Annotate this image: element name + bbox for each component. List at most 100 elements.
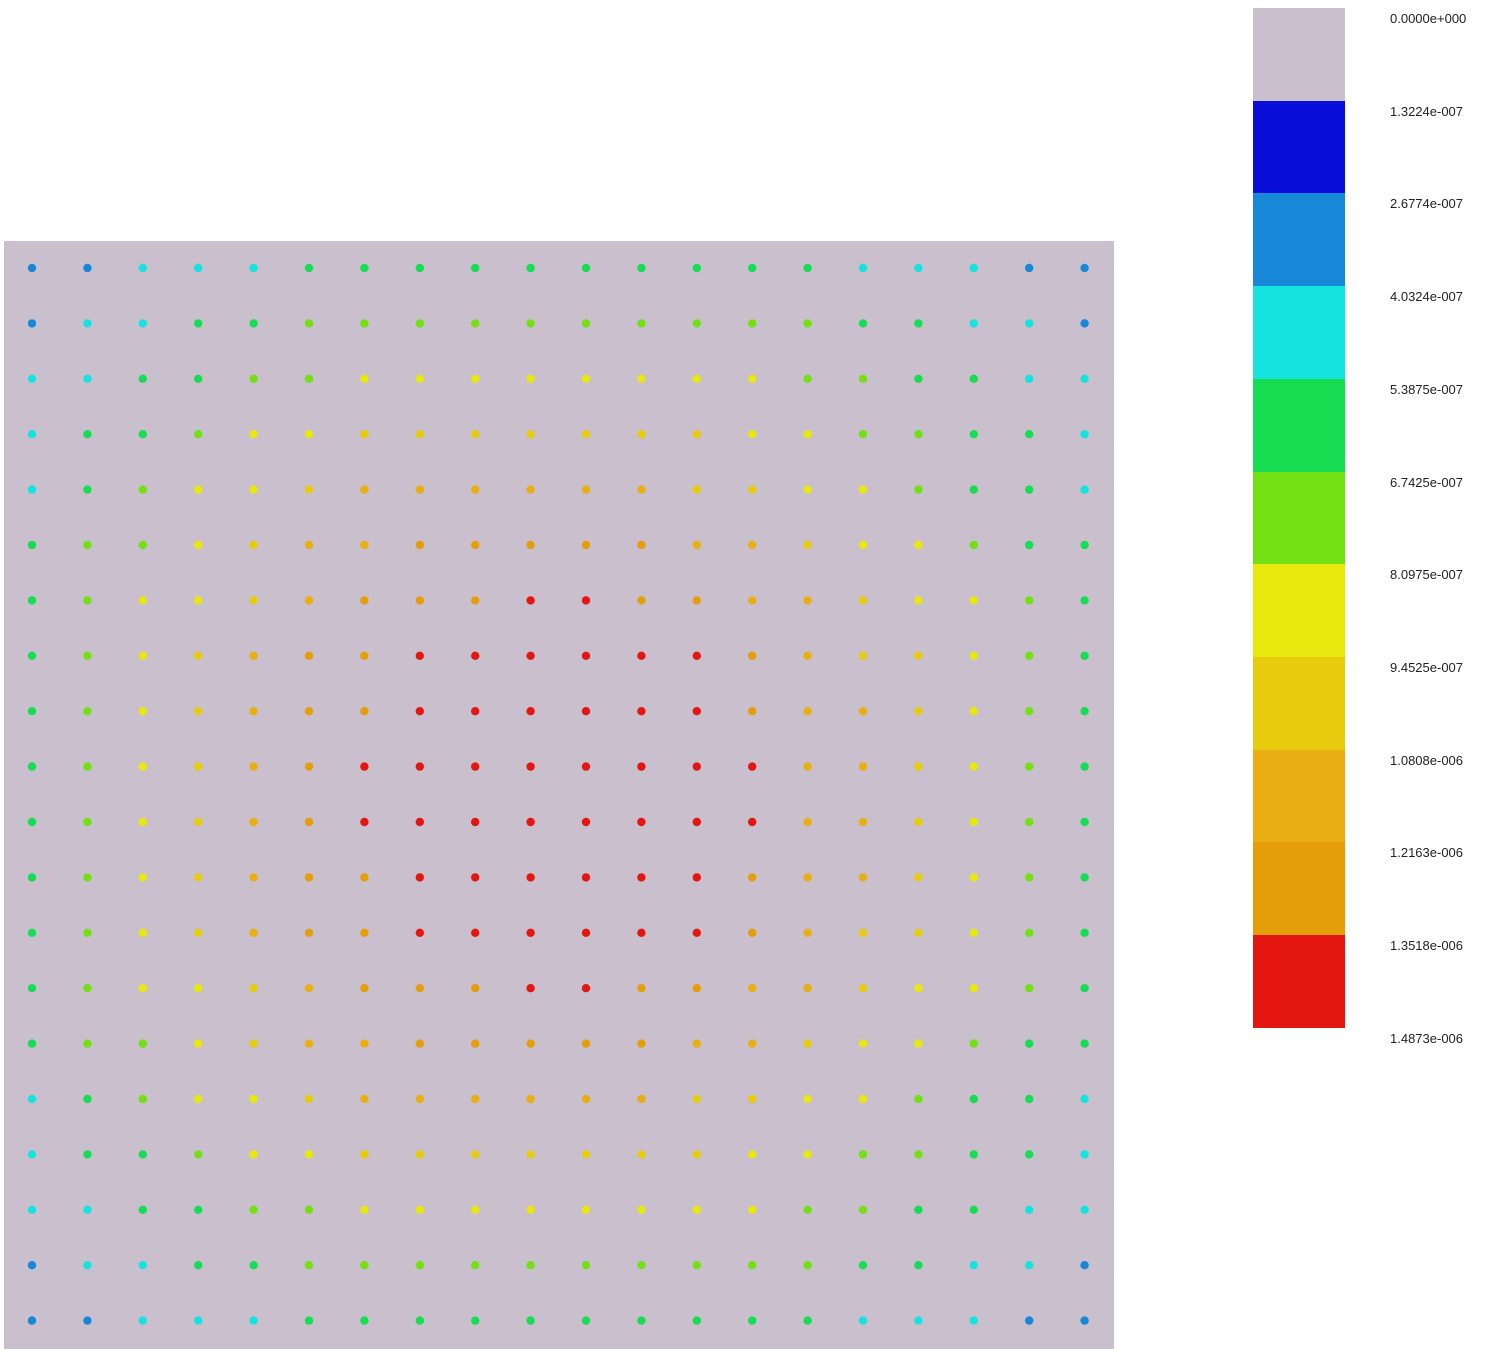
data-point	[1080, 1039, 1089, 1048]
legend-label: 2.6774e-007	[1390, 196, 1464, 212]
data-point	[914, 762, 923, 771]
data-point	[637, 430, 646, 439]
legend-label: 0.0000e+000	[1390, 11, 1467, 26]
data-point	[415, 263, 424, 273]
data-point	[581, 817, 591, 827]
data-point	[637, 762, 646, 771]
data-point	[83, 374, 92, 383]
data-point	[360, 707, 369, 716]
data-point	[194, 1039, 203, 1048]
data-point	[692, 873, 701, 882]
data-point	[471, 817, 480, 827]
data-point	[249, 540, 258, 550]
data-point	[858, 485, 868, 494]
data-point	[304, 651, 314, 660]
data-point	[194, 319, 203, 328]
data-point	[1025, 1205, 1034, 1215]
data-point	[526, 263, 535, 273]
data-point	[969, 1261, 978, 1270]
data-point	[748, 1205, 757, 1215]
data-point	[581, 485, 591, 494]
data-point	[471, 374, 480, 383]
data-point	[914, 374, 923, 383]
data-point	[1025, 1261, 1034, 1270]
data-point	[803, 1261, 812, 1270]
data-point	[803, 1150, 812, 1159]
data-point	[1025, 263, 1034, 273]
data-point	[138, 1261, 147, 1270]
data-point	[360, 928, 369, 937]
data-point	[83, 1094, 92, 1104]
data-point	[360, 817, 369, 827]
data-point	[1080, 1205, 1089, 1215]
data-point	[194, 485, 203, 494]
data-point	[914, 485, 923, 494]
data-point	[1080, 430, 1089, 439]
data-point	[526, 762, 535, 771]
data-point	[471, 928, 480, 937]
data-point	[194, 1094, 203, 1104]
data-point	[1080, 651, 1089, 660]
data-point	[1025, 817, 1034, 827]
data-point	[194, 374, 203, 383]
data-point	[637, 651, 646, 660]
data-point	[748, 651, 757, 660]
data-point	[526, 319, 535, 328]
data-point	[692, 596, 701, 605]
data-point	[803, 1316, 812, 1325]
data-point	[194, 928, 203, 937]
data-point	[83, 1261, 92, 1270]
plot-background	[4, 241, 1114, 1349]
data-point	[969, 263, 978, 273]
data-point	[914, 1205, 923, 1215]
data-point	[249, 485, 258, 494]
data-point	[1080, 928, 1089, 937]
data-point	[748, 762, 757, 771]
data-point	[27, 1039, 37, 1048]
data-point	[249, 1261, 258, 1270]
legend-label: 1.3518e-006	[1390, 938, 1464, 953]
data-point	[83, 651, 92, 660]
data-point	[581, 319, 591, 328]
data-point	[138, 984, 147, 993]
legend-label: 1.3224e-007	[1390, 103, 1464, 119]
legend-swatch	[1253, 471, 1345, 565]
data-point	[415, 817, 424, 827]
data-point	[526, 596, 535, 605]
data-point	[858, 651, 868, 660]
data-point	[249, 762, 258, 771]
data-point	[581, 762, 591, 771]
data-point	[360, 1039, 369, 1048]
data-point	[858, 1205, 868, 1215]
data-point	[138, 319, 147, 328]
data-point	[748, 817, 757, 827]
data-point	[858, 984, 868, 993]
data-point	[415, 485, 424, 494]
data-point	[748, 430, 757, 439]
data-point	[304, 1316, 314, 1325]
data-point	[858, 319, 868, 328]
data-point	[415, 1094, 424, 1104]
data-point	[858, 1150, 868, 1159]
data-point	[471, 596, 480, 605]
data-point	[194, 651, 203, 660]
data-point	[249, 1094, 258, 1104]
data-point	[803, 707, 812, 716]
data-point	[858, 263, 868, 273]
data-point	[581, 984, 591, 993]
data-point	[803, 1205, 812, 1215]
data-point	[637, 817, 646, 827]
data-point	[304, 1150, 314, 1159]
data-point	[748, 596, 757, 605]
data-point	[249, 319, 258, 328]
data-point	[249, 873, 258, 882]
data-point	[526, 1261, 535, 1270]
data-point	[692, 1205, 701, 1215]
data-point	[969, 707, 978, 716]
data-point	[969, 762, 978, 771]
data-point	[637, 319, 646, 328]
data-point	[637, 1150, 646, 1159]
data-point	[304, 596, 314, 605]
data-point	[249, 651, 258, 660]
